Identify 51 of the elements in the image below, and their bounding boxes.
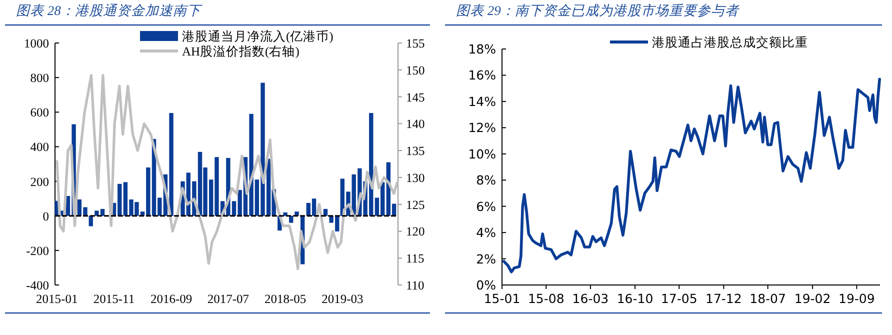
x-tick-label: 2018-05 (264, 292, 306, 306)
x-tick-label: 15-01 (484, 291, 520, 306)
y-tick-label: -200 (26, 244, 49, 258)
legend-label: AH股溢价指数(右轴) (182, 44, 300, 58)
chart-title: 图表 29：南下资金已成为港股市场重要参与者 (456, 3, 740, 18)
x-tick-label: 16-03 (572, 291, 609, 306)
y-tick-label: 14% (468, 94, 496, 109)
legend-label: 港股通占港股总成交额比重 (652, 34, 808, 50)
y-tick-label: 6% (476, 198, 496, 214)
y-tick-label: 0 (42, 209, 49, 224)
y2-tick-label: 120 (406, 224, 425, 239)
y2-tick-label: 115 (406, 252, 424, 266)
x-tick-label: 2016-09 (150, 292, 192, 306)
x-tick-label: 2019-03 (322, 292, 364, 306)
x-tick-label: 15-08 (528, 291, 564, 306)
y2-tick-label: 135 (406, 144, 425, 158)
x-tick-label: 19-02 (794, 291, 831, 306)
y2-tick-label: 110 (406, 278, 424, 292)
y-tick-label: 18% (468, 42, 496, 56)
y-tick-label: 10% (468, 146, 496, 162)
y-tick-label: 4% (476, 225, 496, 240)
y2-tick-label: 125 (406, 198, 425, 212)
x-tick-label: 2015-01 (36, 292, 78, 306)
x-tick-label: 17-12 (706, 291, 742, 306)
y-tick-label: -400 (26, 278, 49, 292)
y-tick-label: 12% (468, 120, 496, 136)
x-tick-label: 17-05 (660, 291, 698, 306)
y-tick-label: 200 (30, 174, 49, 189)
y-tick-label: 2% (476, 251, 496, 266)
bar (289, 216, 294, 223)
x-tick-label: 2017-07 (207, 292, 250, 306)
x-tick-label: 18-07 (750, 291, 786, 306)
y-tick-label: 0% (476, 278, 496, 292)
x-tick-label: 16-10 (616, 291, 654, 306)
y-tick-label: 16% (468, 68, 496, 83)
y-tick-label: 8% (476, 172, 496, 188)
x-tick-label: 2015-11 (93, 292, 135, 306)
y2-tick-label: 130 (406, 170, 425, 185)
legend-label: 港股通当月净流入(亿港币) (182, 28, 334, 44)
y-tick-label: 800 (30, 71, 49, 86)
y-tick-label: 400 (30, 140, 49, 154)
line-series (502, 78, 881, 274)
chart-title: 图表 28：港股通资金加速南下 (16, 3, 203, 18)
y-tick-label: 600 (30, 106, 49, 120)
y2-tick-label: 140 (406, 117, 425, 132)
y2-tick-label: 150 (406, 63, 425, 78)
line-series (56, 74, 398, 270)
y2-tick-label: 155 (406, 36, 425, 50)
x-tick-label: 19-09 (838, 291, 875, 306)
y2-tick-label: 145 (406, 90, 425, 104)
y-tick-label: 1000 (24, 36, 49, 50)
